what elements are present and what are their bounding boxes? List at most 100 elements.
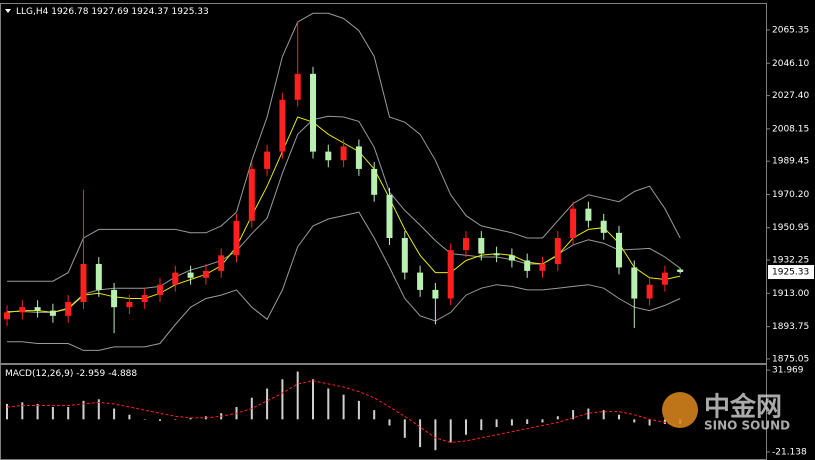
macd-bar [174,419,177,420]
macd-value: -2.959 [76,369,105,379]
marks: 2065.35 2046.10 2027.40 2008.15 1989.45 1970.… [4,12,814,457]
macd-bar [143,419,146,420]
candle-body [508,255,515,261]
candle-body [233,220,240,256]
candle-body [447,250,454,299]
macd-bar [526,419,529,424]
y-tick-label: 1875.05 [772,354,809,364]
y-tick-label: 1970.20 [772,190,809,200]
y-tick-label: 1893.75 [772,322,809,332]
candle-body [126,301,133,308]
candle-body [202,270,209,278]
overlay-line [7,115,681,313]
candle-body [616,232,622,268]
candle-body [279,99,286,152]
y-tick-label: 1913.00 [772,289,809,299]
candle-body [294,73,301,100]
overlay-line [7,12,681,282]
macd-bar [572,410,575,420]
low: 1924.37 [131,7,168,17]
candle-body [478,238,485,254]
candle-body [264,151,271,169]
macd-bar [6,403,8,420]
macd-bar [113,408,116,420]
y-tick-label: 31.969 [772,366,804,376]
candle-body [355,146,362,169]
macd-bar [434,419,437,451]
candle-body [554,238,561,264]
candle-body [570,208,577,239]
candle-body [463,238,469,251]
candle-body [661,272,668,285]
macd-bar [97,399,100,420]
macd-bar [21,402,24,420]
price-label: 1925.33 [772,268,809,278]
macd-bar [602,410,605,420]
watermark-logo: 中金网 [704,392,782,423]
macd-bar [403,419,406,438]
y-tick-label: 2046.10 [772,59,809,69]
macd-bar [373,410,376,420]
candle-body [539,263,546,271]
candle-body [432,289,439,299]
macd-bar [67,407,70,420]
signal-line [6,380,681,444]
macd-bar [587,408,590,420]
candle-body [157,284,163,296]
candle-body [600,220,607,233]
candle-body [325,151,332,161]
macd-bar [388,419,391,426]
y-tick-label: 2008.15 [772,124,809,134]
macd-bar [495,419,498,428]
price-label-box [768,265,814,280]
macd-bar [449,419,452,443]
candle-body [4,312,10,320]
macd-bar [419,419,422,448]
candle-body [248,168,255,221]
watermark-brand: SINO SOUND [704,419,790,433]
price-header: LLG,H4 1926.78 1927.69 1924.37 1925.33 [16,7,209,17]
macd-bar [327,388,330,420]
candle-body [141,295,148,302]
candle-body [631,267,638,299]
candle-body [19,307,26,313]
macd-bar [189,417,192,420]
y-tick-label: 1950.95 [772,223,809,233]
candle-body [49,310,56,316]
menu-triangle [5,9,11,13]
candle-body [524,260,531,271]
macd-bar [541,419,544,423]
candle-body [310,73,316,152]
candle-body [34,307,41,311]
candle-body [677,269,684,273]
candle-body [95,263,102,290]
macd-title: MACD(12,26,9) [5,369,73,379]
candle-body [65,301,72,316]
macd-bar [465,419,467,435]
macd-bar [128,414,131,420]
macd-bar [480,419,483,431]
candle-body [646,284,653,299]
macd-bar [663,419,666,424]
macd-bar [36,403,39,420]
candle-body [585,208,592,221]
y-tick-label: 2065.35 [772,26,809,36]
candle-body [493,253,500,256]
macd-bar [357,400,360,420]
open: 1926.78 [51,7,88,17]
macd-bar [51,407,54,420]
macd-bar [296,371,299,420]
candle-body [172,272,179,285]
macd-bar [312,379,314,420]
candle-body [401,238,408,273]
macd-bar [281,379,284,420]
macd-bar [633,419,636,423]
candle-body [111,289,118,308]
high: 1927.69 [91,7,128,17]
macd-bar [159,419,161,421]
candle-body [417,272,424,290]
y-tick-label: 1932.25 [772,256,809,266]
symbol: LLG,H4 [16,7,49,17]
